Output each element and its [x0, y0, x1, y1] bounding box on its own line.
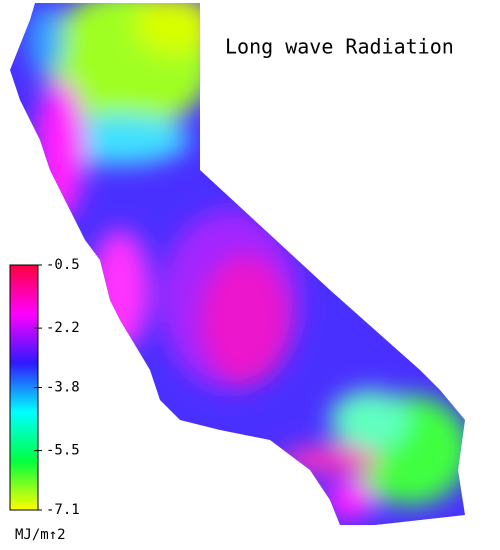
colorbar-tick-label: -5.5: [46, 443, 80, 459]
colorbar: [9, 264, 39, 511]
map-title: Long wave Radiation: [225, 35, 454, 59]
colorbar-tick-label: -7.1: [46, 502, 80, 518]
colorbar-unit: MJ/m↑2: [15, 527, 66, 543]
colorbar-tick-label: -0.5: [46, 257, 80, 273]
colorbar-tick-label: -3.8: [46, 380, 80, 396]
colorbar-tick-label: -2.2: [46, 320, 80, 336]
